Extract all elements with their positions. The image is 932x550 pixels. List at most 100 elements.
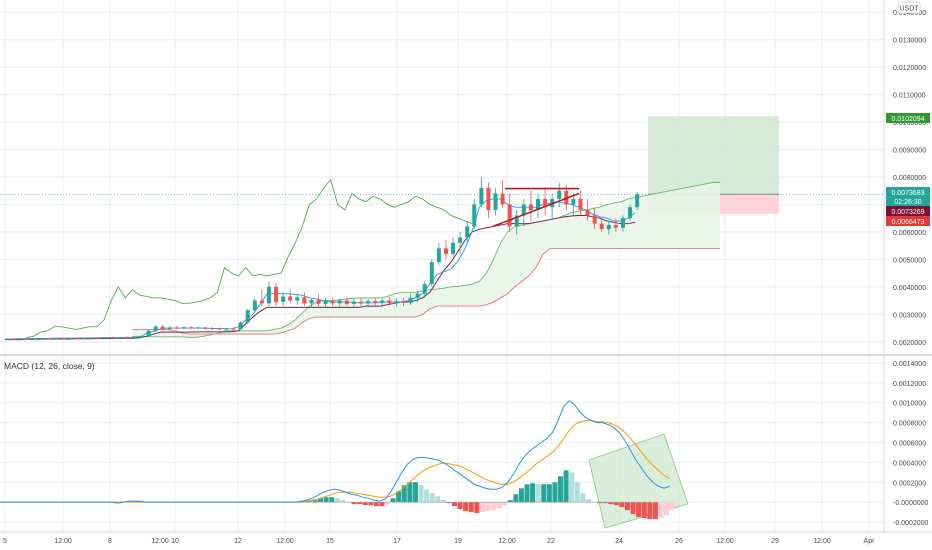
price-badge-bg (886, 113, 930, 123)
candle-body (182, 327, 186, 329)
candle-body (89, 337, 94, 339)
candle-body (571, 198, 576, 205)
histogram-bar (457, 502, 463, 510)
price-tick-label: 0.0040000 (893, 285, 926, 292)
time-tick-label: 22 (547, 538, 555, 545)
time-axis[interactable]: 5 12:00 8 12:00 10 12 12:00 15 17 19 12:00 22 24 26 12… (3, 538, 875, 545)
candle-body (620, 218, 625, 228)
currency-label[interactable]: USDT (897, 1, 921, 14)
candle-body (373, 301, 378, 303)
candle-body (75, 337, 80, 339)
triangle-bottom-line (492, 192, 580, 228)
candle-body (408, 297, 413, 303)
histogram-bar (569, 472, 575, 503)
candle-body (592, 215, 597, 224)
candle-body (521, 204, 526, 216)
candle-body (153, 326, 158, 331)
histogram-bar (390, 498, 396, 503)
histogram-bar (585, 499, 591, 503)
histogram-bar (597, 502, 603, 504)
candle-body (12, 338, 17, 340)
price-badge-text: 0.0066473 (891, 219, 924, 226)
time-tick-label: 12:00 (813, 538, 831, 545)
candle-body (231, 328, 236, 330)
histogram-bar (624, 502, 630, 511)
price-badge-text: 0.0073269 (891, 209, 924, 216)
lagging-span (26, 178, 473, 339)
price-tick-label: 0.0030000 (893, 312, 926, 319)
candle-body (507, 204, 512, 227)
histogram-bar (574, 482, 580, 503)
candle-body (628, 207, 633, 219)
candle-body (252, 300, 257, 311)
histogram-bar (306, 501, 312, 503)
price-tick-label: 0.0100000 (893, 120, 926, 127)
histogram-bar (468, 502, 474, 513)
candle-body (104, 337, 109, 339)
candle-body (465, 226, 470, 238)
price-tick-label: 0.0050000 (893, 257, 926, 264)
macd-indicator-label[interactable]: MACD (12, 26, close, 9) (4, 361, 95, 371)
histogram-bar (652, 502, 658, 520)
candle-body (302, 297, 307, 304)
candle-body (401, 301, 406, 303)
price-axis[interactable]: 0.0140000 0.0130000 0.0120000 0.0110000 0.01… (893, 10, 926, 347)
candle-body (394, 301, 399, 304)
time-tick-label: 12:00 (151, 538, 169, 545)
leading-span-b (132, 247, 721, 335)
price-badge-text: 02:26:30 (894, 199, 921, 206)
time-tick-label: 12:00 (54, 538, 72, 545)
candle-body (118, 337, 123, 339)
macd-grid (0, 356, 884, 532)
candle-body (125, 337, 130, 339)
histogram-bar (518, 488, 524, 503)
candle-body (196, 327, 201, 329)
candle-body (132, 336, 137, 338)
macd-tick-label: 0.0008000 (893, 421, 926, 428)
histogram-bar (474, 502, 480, 514)
macd-tick-label: 0.0012000 (893, 381, 926, 388)
histogram-bar (451, 502, 458, 507)
histogram-bar (608, 502, 614, 505)
histogram-bar (435, 496, 441, 503)
risk-reward-zones[interactable] (0, 116, 884, 215)
histogram-bar (496, 502, 502, 509)
histogram-bar (530, 483, 536, 503)
histogram-bar (641, 502, 647, 519)
candle-body (613, 225, 618, 228)
candle-body (500, 193, 505, 205)
macd-tick-label: -0.0000000 (893, 500, 929, 507)
candle-body (259, 300, 264, 304)
candle-body (557, 190, 562, 199)
time-tick-label: 5 (3, 538, 7, 545)
base-line (5, 214, 636, 341)
histogram-bar (463, 502, 469, 512)
histogram-bar (440, 500, 446, 503)
histogram-bar (329, 497, 335, 503)
histogram-bar (552, 482, 558, 503)
macd-axis[interactable]: 0.0014000 0.0012000 0.0010000 0.0008000 0.00… (893, 361, 929, 527)
histogram-bar (418, 485, 424, 503)
macd-series (0, 400, 675, 520)
price-badges: 0.0102094 0.0073683 02:26:30 0.0073269 0.006… (886, 113, 930, 226)
histogram-bar (541, 484, 547, 503)
macd-tick-label: 0.0014000 (893, 361, 926, 368)
histogram-bar (602, 502, 608, 504)
candle-body (203, 327, 208, 329)
candle-body (351, 301, 356, 304)
histogram-bar (546, 484, 552, 503)
price-tick-label: 0.0060000 (893, 230, 926, 237)
price-tick-label: 0.0110000 (893, 93, 926, 100)
cloud-fill (132, 182, 721, 338)
candle-body (139, 336, 144, 338)
macd-tick-label: 0.0010000 (893, 401, 926, 408)
candle-body (309, 300, 314, 304)
candle-body (5, 338, 9, 340)
histogram-bar (368, 502, 374, 506)
candle-body (61, 338, 66, 340)
histogram-bar (479, 502, 485, 513)
histogram-bar (334, 498, 340, 503)
candle-body (245, 310, 250, 323)
candle-body (606, 225, 611, 230)
